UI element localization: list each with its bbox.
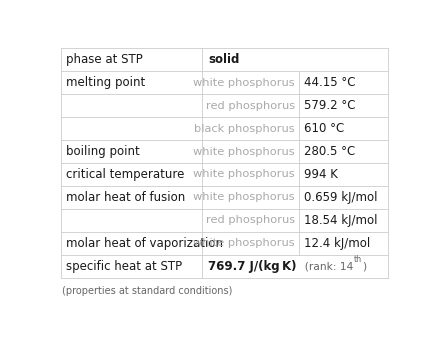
Text: white phosphorus: white phosphorus xyxy=(193,192,295,202)
Text: 610 °C: 610 °C xyxy=(304,122,344,135)
Text: (properties at standard conditions): (properties at standard conditions) xyxy=(63,286,233,296)
Text: molar heat of fusion: molar heat of fusion xyxy=(66,191,185,204)
Text: 12.4 kJ/mol: 12.4 kJ/mol xyxy=(304,237,370,250)
Text: 769.7 J/(kg K): 769.7 J/(kg K) xyxy=(208,260,297,273)
Text: 18.54 kJ/mol: 18.54 kJ/mol xyxy=(304,214,377,227)
Text: black phosphorus: black phosphorus xyxy=(194,124,295,134)
Text: 579.2 °C: 579.2 °C xyxy=(304,99,355,112)
Text: red phosphorus: red phosphorus xyxy=(206,101,295,111)
Text: th: th xyxy=(353,255,362,264)
Text: white phosphorus: white phosphorus xyxy=(193,146,295,156)
Text: 0.659 kJ/mol: 0.659 kJ/mol xyxy=(304,191,377,204)
Text: white phosphorus: white phosphorus xyxy=(193,169,295,179)
Text: 994 K: 994 K xyxy=(304,168,337,181)
Text: molar heat of vaporization: molar heat of vaporization xyxy=(66,237,223,250)
Text: phase at STP: phase at STP xyxy=(66,53,142,66)
Text: solid: solid xyxy=(208,53,240,66)
Text: 280.5 °C: 280.5 °C xyxy=(304,145,355,158)
Text: boiling point: boiling point xyxy=(66,145,139,158)
Text: 44.15 °C: 44.15 °C xyxy=(304,76,355,89)
Text: critical temperature: critical temperature xyxy=(66,168,184,181)
Text: white phosphorus: white phosphorus xyxy=(193,78,295,88)
Text: (rank: 14: (rank: 14 xyxy=(298,261,353,271)
Text: red phosphorus: red phosphorus xyxy=(206,215,295,225)
Text: white phosphorus: white phosphorus xyxy=(193,238,295,248)
Text: ): ) xyxy=(362,261,366,271)
Text: specific heat at STP: specific heat at STP xyxy=(66,260,182,273)
Text: melting point: melting point xyxy=(66,76,145,89)
